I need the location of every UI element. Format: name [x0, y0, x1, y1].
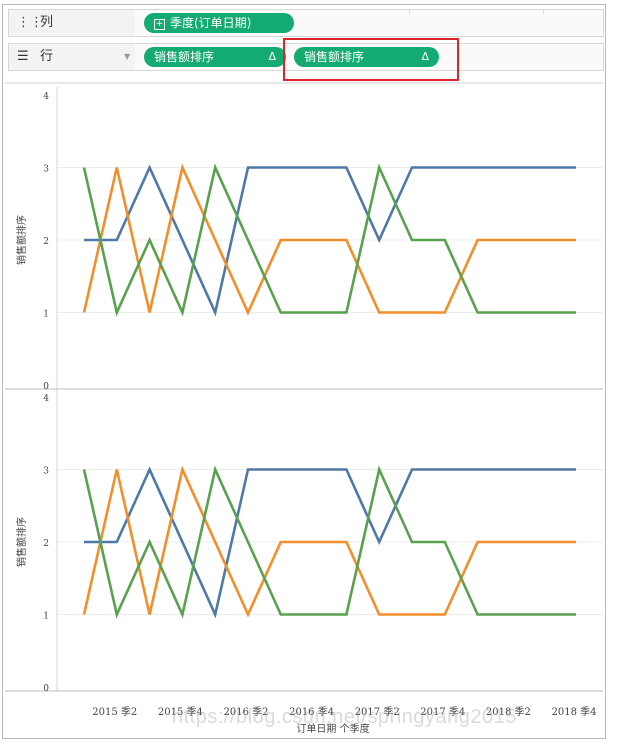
series-line-0 — [84, 466, 576, 619]
rows-shelf-label: ☰ 行 ▼ — [9, 44, 136, 70]
y-axis-title: 销售额排序 — [15, 517, 28, 567]
rows-drop-area[interactable]: 销售额排序 Δ 销售额排序 Δ — [135, 44, 603, 70]
x-axis-title: 订单日期 个季度 — [296, 722, 369, 735]
workspace-frame: ⋮⋮ 列 + 季度(订单日期) ☰ 行 ▼ 销售额排序 Δ 销售额排序 Δ — [2, 4, 606, 739]
x-tick-label: 2017 季2 — [355, 706, 400, 718]
y-tick-label: 4 — [43, 394, 49, 404]
x-tick-label: 2016 季4 — [289, 706, 334, 718]
columns-shelf-title: 列 — [40, 15, 54, 30]
expand-plus-icon[interactable]: + — [154, 19, 165, 30]
y-tick-label: 3 — [43, 165, 49, 175]
dropdown-arrow-icon[interactable]: ▼ — [124, 52, 131, 61]
shelf-divider — [409, 10, 410, 14]
y-tick-label: 4 — [43, 92, 49, 102]
sales-rank-pill-1-label: 销售额排序 — [154, 50, 215, 64]
table-calc-delta-icon: Δ — [421, 50, 429, 63]
y-tick-label: 0 — [43, 382, 49, 392]
y-tick-label: 1 — [43, 612, 49, 622]
y-tick-label: 1 — [43, 310, 49, 320]
shelf-divider — [543, 10, 544, 14]
x-tick-label: 2018 季2 — [486, 706, 531, 718]
rows-shelf[interactable]: ☰ 行 ▼ 销售额排序 Δ 销售额排序 Δ — [8, 43, 604, 71]
y-tick-label: 3 — [43, 467, 49, 477]
sales-rank-pill-1[interactable]: 销售额排序 Δ — [144, 47, 286, 67]
columns-shelf-label: ⋮⋮ 列 — [9, 10, 136, 36]
columns-shelf[interactable]: ⋮⋮ 列 + 季度(订单日期) — [8, 9, 604, 37]
y-tick-label: 0 — [43, 684, 49, 694]
quarter-order-date-pill-label: 季度(订单日期) — [170, 16, 252, 30]
rows-shelf-title: 行 — [40, 49, 54, 64]
watermark-text: https://blog.csdn.net/springyang2015 — [172, 706, 517, 728]
y-tick-label: 2 — [43, 237, 49, 247]
x-tick-label: 2017 季4 — [420, 706, 465, 718]
columns-drop-area[interactable]: + 季度(订单日期) — [135, 10, 603, 36]
line-chart-area: 0 1 2 3 4 销售额排序 0 1 2 3 4 销售额排序 2015 季2 2015 季4 2016 季… — [5, 82, 603, 735]
series-line-1 — [82, 465, 576, 618]
x-tick-label: 2016 季2 — [224, 706, 269, 718]
y-axis-title: 销售额排序 — [15, 215, 28, 265]
x-tick-label: 2018 季4 — [552, 706, 597, 718]
sales-rank-pill-2[interactable]: 销售额排序 Δ — [294, 47, 439, 67]
rows-list-icon: ☰ — [17, 49, 29, 64]
series-line-2 — [82, 163, 576, 317]
table-calc-delta-icon: Δ — [268, 50, 276, 63]
x-tick-label: 2015 季4 — [158, 706, 203, 718]
sales-rank-pill-2-label: 销售额排序 — [304, 50, 365, 64]
series-line-0 — [84, 164, 576, 317]
x-tick-label: 2015 季2 — [92, 706, 137, 718]
y-tick-label: 2 — [43, 539, 49, 549]
columns-icon: ⋮⋮ — [17, 15, 43, 30]
highlight-annotation-box — [283, 38, 459, 81]
quarter-order-date-pill[interactable]: + 季度(订单日期) — [144, 13, 294, 33]
series-line-2 — [82, 465, 576, 619]
series-line-1 — [82, 163, 576, 316]
